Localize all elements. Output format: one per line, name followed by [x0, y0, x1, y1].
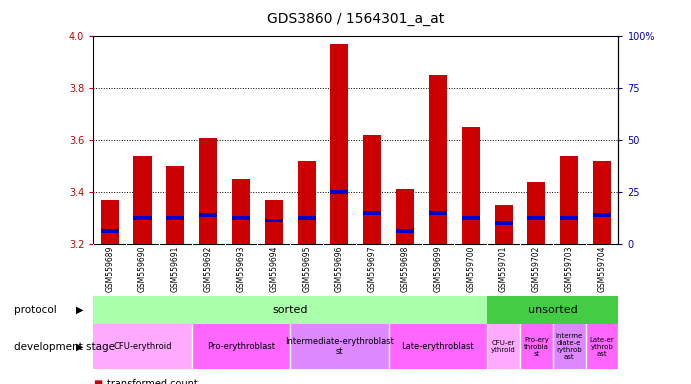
Bar — [199, 137, 217, 244]
Bar — [167, 166, 184, 244]
Text: protocol: protocol — [14, 305, 57, 315]
Bar — [167, 216, 184, 220]
Bar — [527, 216, 545, 220]
Bar — [330, 190, 348, 194]
Bar — [527, 182, 545, 244]
Text: Pro-ery
throbla
st: Pro-ery throbla st — [524, 336, 549, 357]
Bar — [396, 229, 414, 233]
Text: development stage: development stage — [14, 341, 115, 352]
Bar — [462, 216, 480, 220]
Bar — [199, 214, 217, 217]
Bar — [265, 200, 283, 244]
Text: ▶: ▶ — [76, 341, 83, 352]
Text: Intermediate-erythroblast
st: Intermediate-erythroblast st — [285, 337, 394, 356]
Bar — [520, 324, 553, 369]
Bar — [93, 324, 192, 369]
Text: GDS3860 / 1564301_a_at: GDS3860 / 1564301_a_at — [267, 12, 444, 25]
Bar — [93, 296, 487, 324]
Bar — [396, 189, 414, 244]
Bar — [462, 127, 480, 244]
Text: ■: ■ — [93, 379, 102, 384]
Bar — [133, 156, 151, 244]
Bar — [101, 200, 119, 244]
Bar — [429, 211, 447, 215]
Bar — [330, 44, 348, 244]
Bar — [232, 216, 250, 220]
Bar — [553, 324, 586, 369]
Text: unsorted: unsorted — [528, 305, 578, 315]
Text: CFU-erythroid: CFU-erythroid — [113, 342, 172, 351]
Bar — [290, 324, 388, 369]
Text: Late-er
ythrob
ast: Late-er ythrob ast — [589, 336, 614, 357]
Text: Pro-erythroblast: Pro-erythroblast — [207, 342, 275, 351]
Text: Interme
diate-e
rythrob
ast: Interme diate-e rythrob ast — [556, 333, 583, 360]
Text: ▶: ▶ — [76, 305, 83, 315]
Bar — [487, 324, 520, 369]
Text: transformed count: transformed count — [107, 379, 198, 384]
Text: sorted: sorted — [272, 305, 308, 315]
Bar — [487, 296, 618, 324]
Bar — [363, 211, 381, 215]
Bar — [560, 156, 578, 244]
Text: Late-erythroblast: Late-erythroblast — [401, 342, 474, 351]
Bar — [593, 214, 611, 217]
Bar — [232, 179, 250, 244]
Bar — [265, 218, 283, 222]
Bar — [101, 229, 119, 233]
Bar — [133, 216, 151, 220]
Bar — [429, 75, 447, 244]
Bar — [388, 324, 487, 369]
Bar — [298, 216, 316, 220]
Bar — [192, 324, 290, 369]
Bar — [363, 135, 381, 244]
Bar — [586, 324, 618, 369]
Text: CFU-er
ythroid: CFU-er ythroid — [491, 340, 516, 353]
Bar — [560, 216, 578, 220]
Bar — [495, 221, 513, 225]
Bar — [593, 161, 611, 244]
Bar — [495, 205, 513, 244]
Bar — [298, 161, 316, 244]
